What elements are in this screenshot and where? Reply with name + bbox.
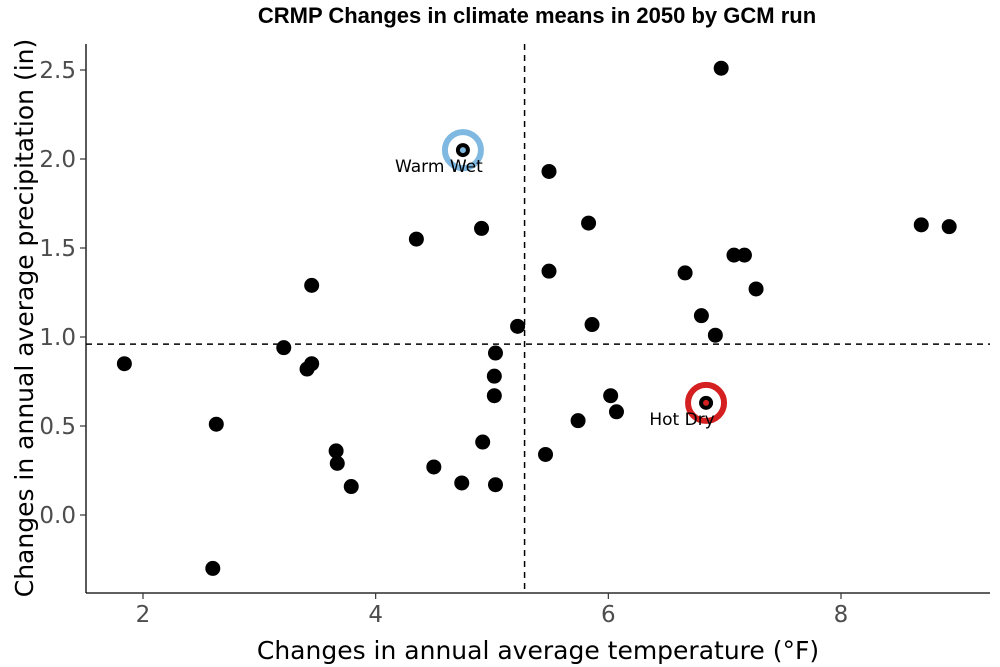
y-tick-label: 1.5 [39,236,76,262]
data-point [116,356,132,372]
y-tick-label: 1.0 [39,325,76,351]
y-tick-label: 2.5 [39,58,76,84]
x-ticks: 2 4 6 8 [136,593,849,628]
data-point [475,434,491,450]
data-point [726,247,742,263]
chart-title: CRMP Changes in climate means in 2050 by… [258,3,816,28]
data-point [581,215,597,231]
x-tick-label: 8 [834,602,849,628]
data-point [486,368,502,384]
y-axis-title: Changes in annual average precipitation … [10,39,39,598]
data-point [538,446,554,462]
data-point [408,231,424,247]
data-point [426,459,442,475]
highlight-center-dot [703,399,710,406]
data-point [486,388,502,404]
y-tick-label: 2.0 [39,147,76,173]
x-axis-title: Changes in annual average temperature (°… [257,636,819,665]
data-point [608,404,624,420]
data-point [304,356,320,372]
data-point [474,220,490,236]
highlight-label: Hot Dry [649,410,714,430]
x-tick-label: 6 [601,602,616,628]
data-point [487,477,503,493]
highlight-center-dot [459,147,466,154]
data-point [748,281,764,297]
y-tick-label: 0.0 [39,503,76,529]
y-ticks: 0.0 0.5 1.0 1.5 2.0 2.5 [39,58,86,529]
data-point [329,455,345,471]
data-point [693,308,709,324]
reference-lines [86,44,990,593]
data-point [736,247,752,263]
data-point [454,475,470,491]
data-point [541,263,557,279]
data-point [304,277,320,293]
data-point [707,327,723,343]
data-point [208,416,224,432]
x-tick-label: 2 [136,602,151,628]
y-tick-label: 0.5 [39,414,76,440]
data-point [487,345,503,361]
data-point [510,318,526,334]
data-point [584,317,600,333]
data-point [713,60,729,76]
data-point [677,265,693,281]
data-point [570,413,586,429]
data-points [116,60,957,576]
data-point [328,443,344,459]
data-point [205,560,221,576]
data-point [276,340,292,356]
data-point [913,217,929,233]
highlight-label: Warm Wet [395,157,483,177]
data-point [941,219,957,235]
x-tick-label: 4 [368,602,383,628]
data-point [603,388,619,404]
data-point [541,163,557,179]
highlight-markers: Warm Wet Hot Dry [395,129,728,430]
axes [85,44,990,594]
data-point [343,479,359,495]
